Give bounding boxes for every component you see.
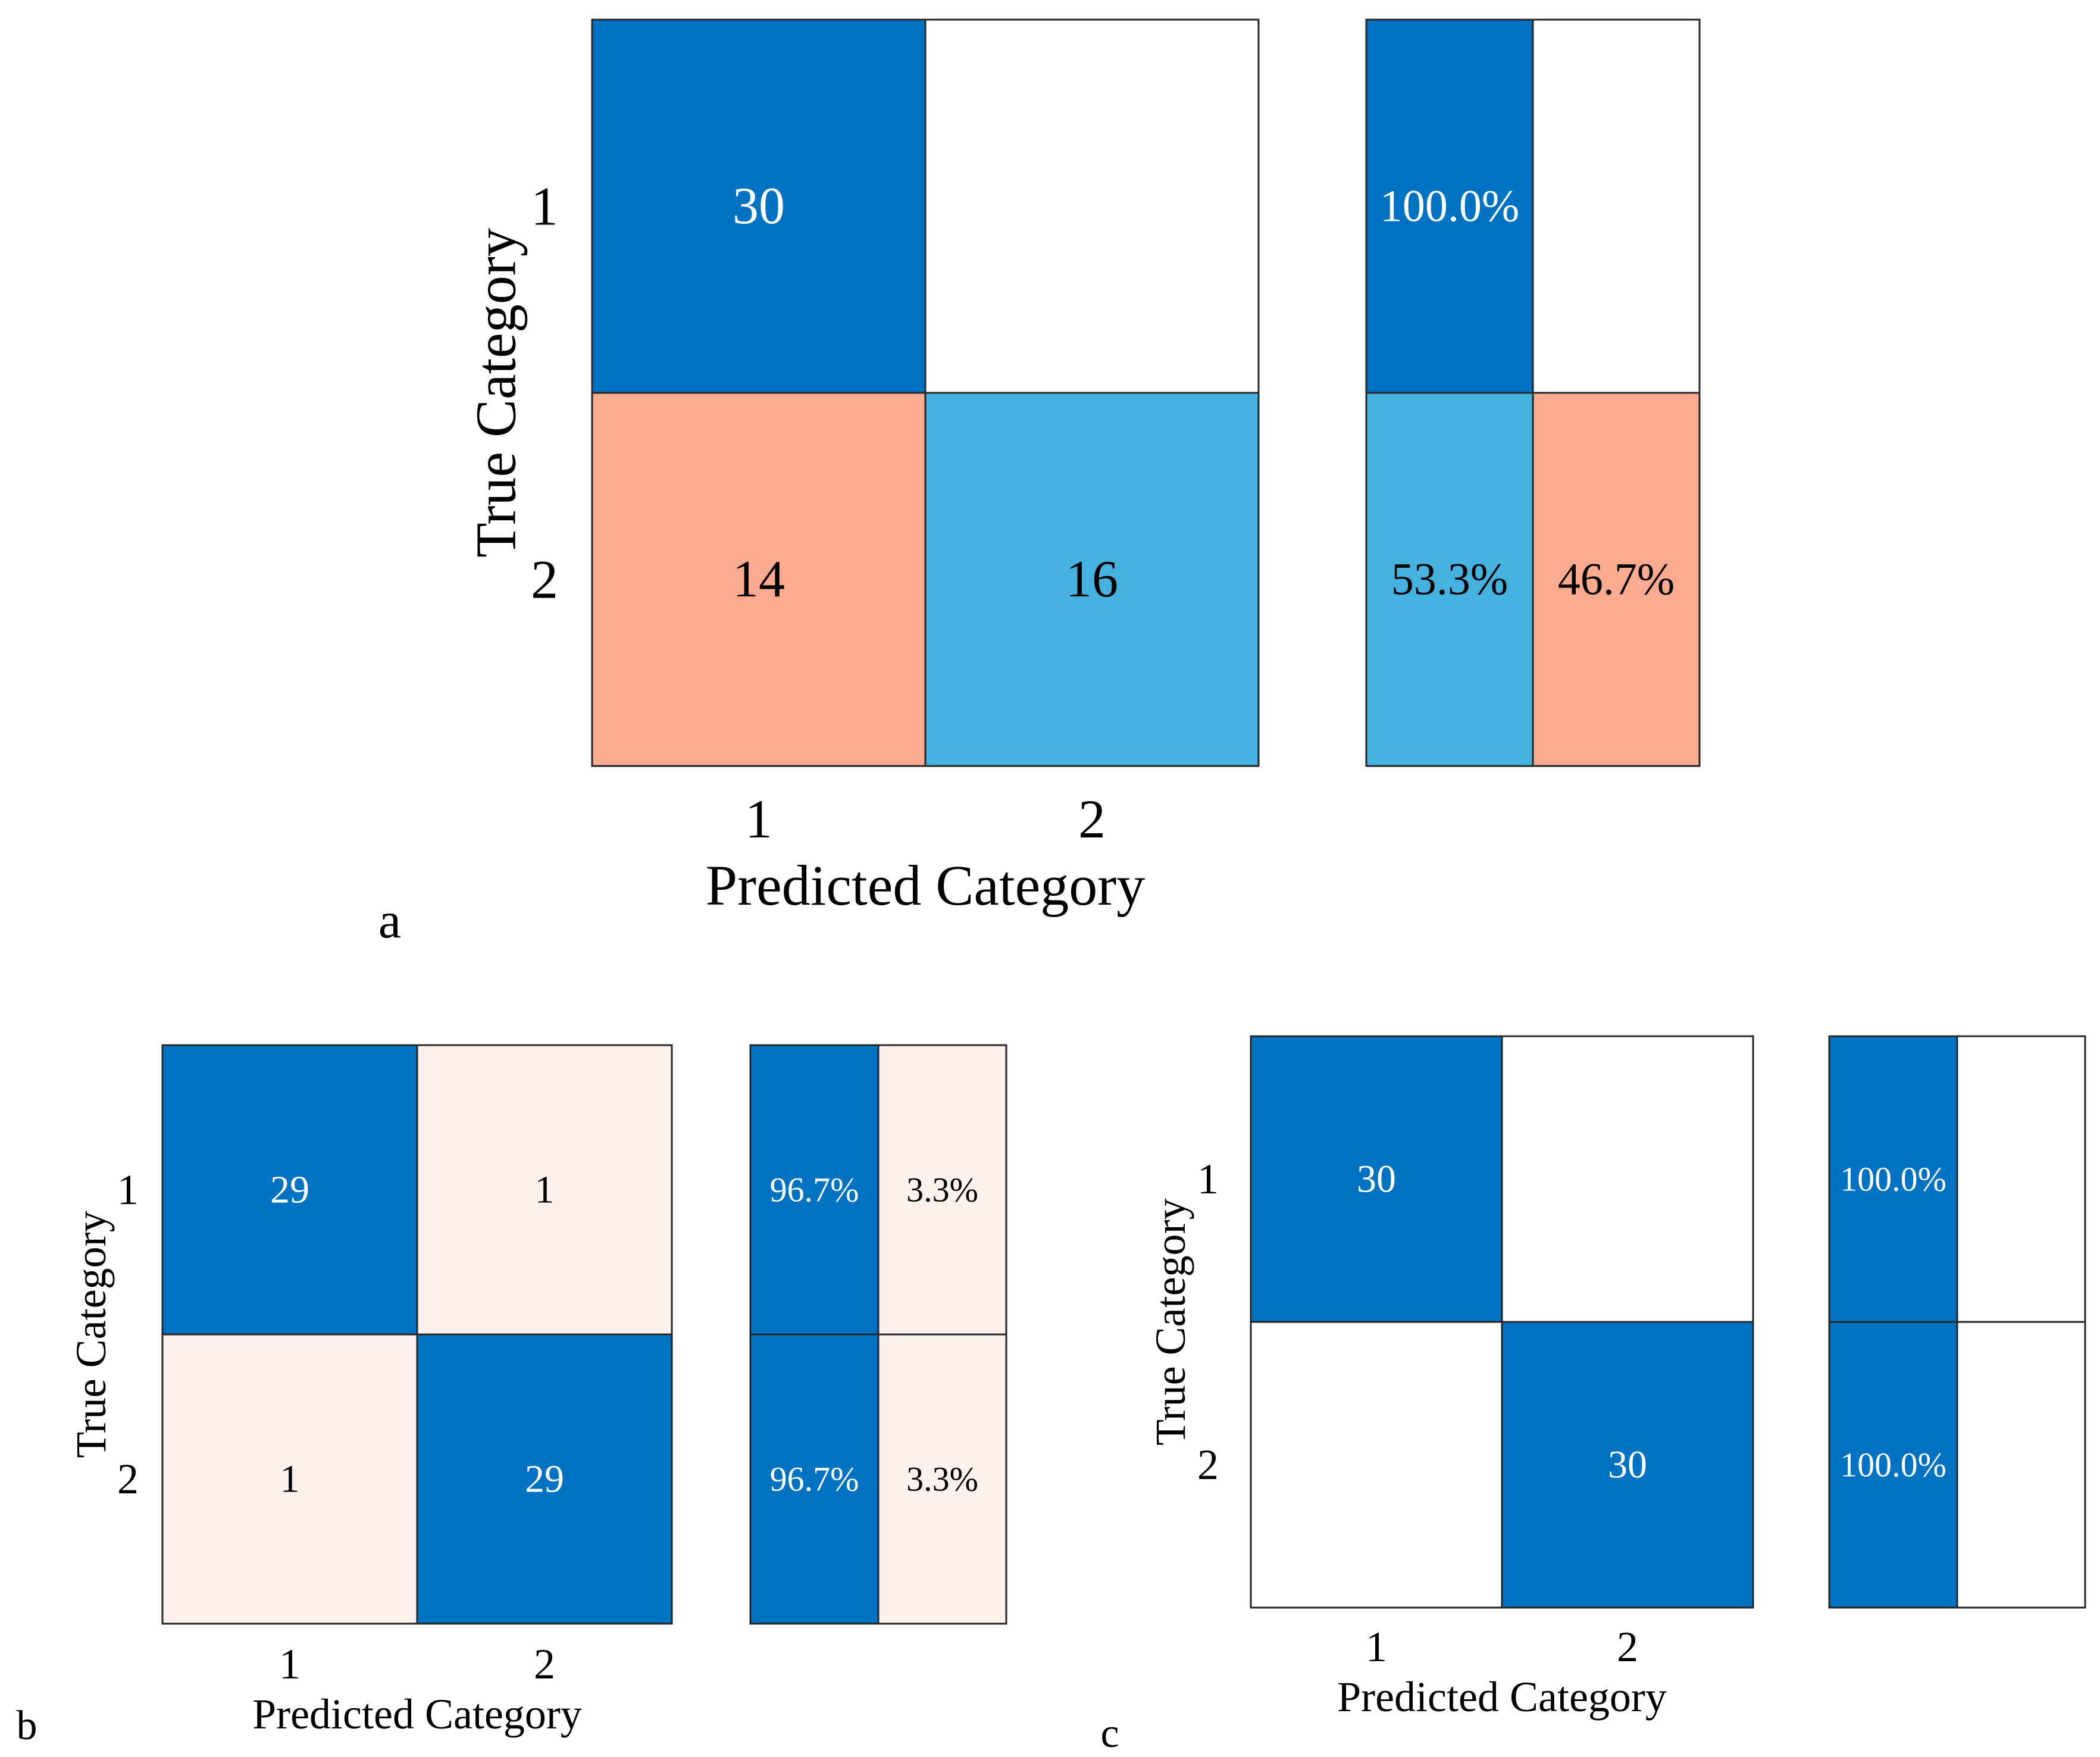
y-tick-a-1: 1 [531,176,558,237]
summary-value-b-2-1: 96.7% [770,1460,859,1499]
summary-cell-a-1-1 [1365,18,1534,394]
y-axis-label-a: True Category [464,228,528,558]
summary-cell-c-1-2 [1956,1035,2086,1323]
summary-cell-a-2-1 [1365,392,1534,767]
cell-value-b-2-2: 29 [525,1458,564,1501]
summary-cell-a-2-2 [1532,392,1701,767]
cell-value-b-1-1: 29 [270,1168,309,1212]
summary-value-b-1-2: 3.3% [906,1171,978,1209]
x-tick-c-1: 1 [1366,1623,1387,1671]
x-axis-label-b: Predicted Category [252,1690,582,1738]
cell-c-1-2 [1501,1035,1754,1323]
cell-b-1-1 [161,1044,418,1336]
y-tick-c-1: 1 [1197,1155,1219,1203]
cell-b-2-1 [161,1333,418,1625]
cell-value-b-1-2: 1 [535,1168,555,1212]
summary-value-b-2-2: 3.3% [906,1460,978,1499]
cell-a-1-2 [924,18,1260,394]
summary-cell-c-1-1 [1828,1035,1958,1323]
cell-value-c-2-2: 30 [1608,1443,1647,1487]
summary-cell-b-1-2 [877,1044,1007,1336]
x-tick-a-1: 1 [745,789,772,849]
cell-value-c-1-1: 30 [1357,1158,1396,1201]
cell-a-2-2 [924,392,1260,767]
summary-value-c-1-1: 100.0% [1840,1160,1946,1199]
x-tick-c-2: 2 [1617,1623,1638,1671]
x-axis-label-a: Predicted Category [706,854,1145,917]
y-tick-c-2: 2 [1197,1441,1219,1489]
y-axis-label-b: True Category [67,1211,115,1458]
summary-value-b-1-1: 96.7% [770,1171,859,1209]
panel-label-b: b [17,1703,37,1749]
summary-value-a-2-2: 46.7% [1558,555,1675,605]
cell-b-1-2 [416,1044,673,1336]
summary-value-c-2-1: 100.0% [1840,1446,1946,1484]
panel-label-a: a [378,892,401,949]
cell-c-2-1 [1250,1321,1503,1609]
cell-a-2-1 [591,392,927,767]
y-tick-b-1: 1 [117,1166,139,1214]
summary-value-a-1-1: 100.0% [1380,182,1519,232]
y-tick-b-2: 2 [117,1455,139,1503]
summary-cell-b-2-1 [749,1333,880,1625]
y-axis-label-c: True Category [1147,1198,1194,1445]
cell-value-a-2-2: 16 [1066,551,1118,608]
cell-c-1-1 [1250,1035,1503,1323]
cell-value-b-2-1: 1 [280,1458,300,1501]
x-axis-label-c: Predicted Category [1337,1673,1667,1721]
cell-value-a-1-1: 30 [733,177,785,235]
cell-value-a-2-1: 14 [733,551,785,608]
cell-b-2-2 [416,1333,673,1625]
summary-value-a-2-1: 53.3% [1391,555,1508,605]
x-tick-b-2: 2 [534,1640,555,1688]
cell-a-1-1 [591,18,927,394]
summary-cell-a-1-2 [1532,18,1701,394]
y-tick-a-2: 2 [531,549,558,610]
summary-cell-b-2-2 [877,1333,1007,1625]
panel-label-c: c [1100,1711,1119,1756]
summary-cell-c-2-1 [1828,1321,1958,1609]
x-tick-b-1: 1 [279,1640,301,1688]
x-tick-a-2: 2 [1078,789,1106,849]
cell-c-2-2 [1501,1321,1754,1609]
summary-cell-c-2-2 [1956,1321,2086,1609]
